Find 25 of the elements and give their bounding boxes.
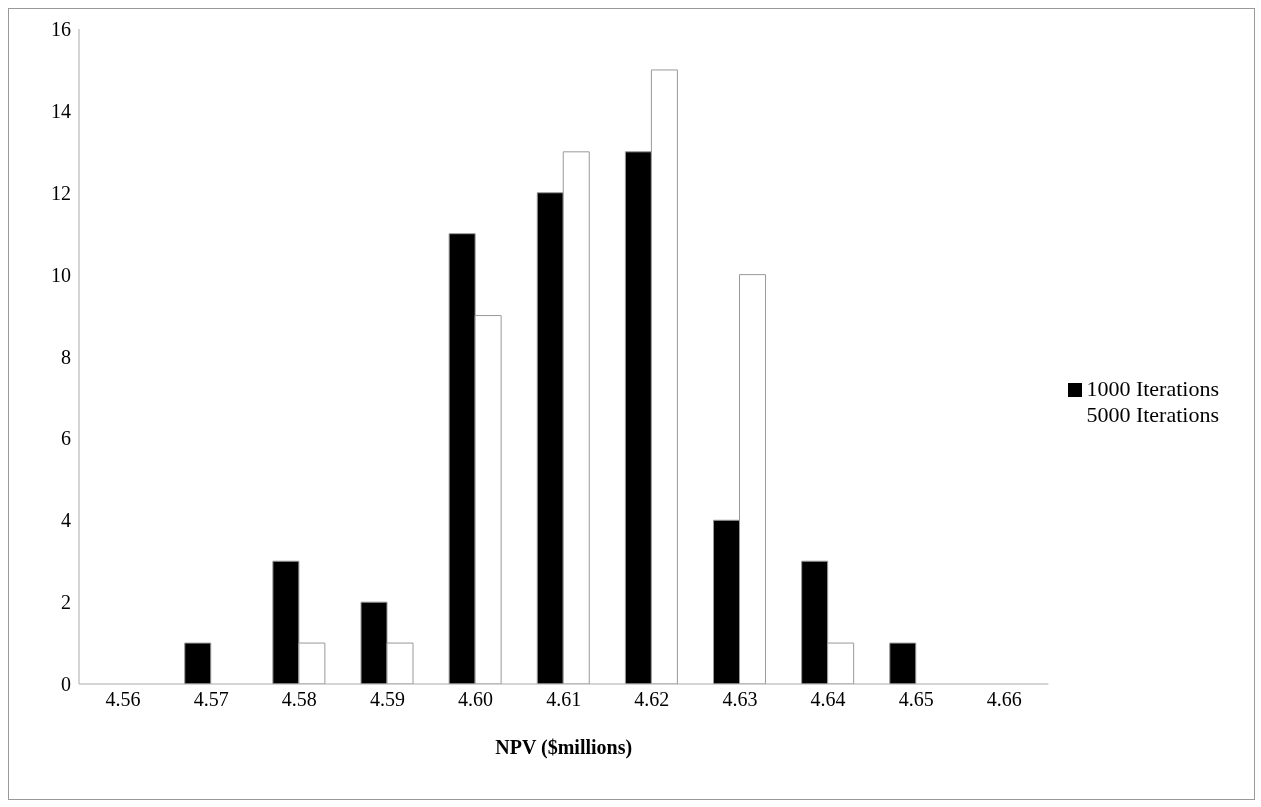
x-tick-label: 4.64: [810, 688, 846, 711]
y-tick-label: 2: [61, 591, 71, 614]
x-tick-label: 4.61: [546, 688, 582, 711]
y-tick-label: 4: [61, 509, 71, 532]
y-tick-label: 6: [61, 427, 71, 450]
x-tick-label: 4.57: [193, 688, 229, 711]
x-tick-label: 4.62: [634, 688, 670, 711]
y-tick-label: 16: [51, 18, 71, 41]
y-tick-label: 8: [61, 345, 71, 368]
x-tick-label: 4.59: [369, 688, 405, 711]
y-tick-label: 0: [61, 673, 71, 696]
y-tick-label: 10: [51, 263, 71, 286]
x-tick-label: 4.60: [458, 688, 494, 711]
x-tick-label: 4.56: [105, 688, 141, 711]
x-tick-label: 4.58: [281, 688, 317, 711]
text: 5000 Iterations: [1086, 401, 1219, 427]
x-tick-label: 4.65: [898, 688, 934, 711]
bar: [889, 642, 917, 684]
legend-label: 1000 Iterations: [1086, 375, 1219, 401]
x-axis-title: NPV ($millions): [495, 736, 633, 759]
y-tick-label: 14: [51, 99, 71, 122]
bar: [184, 642, 212, 684]
x-tick-label: 4.63: [722, 688, 758, 711]
x-tick-label: 4.66: [986, 688, 1022, 711]
y-tick-label: 12: [51, 181, 71, 204]
